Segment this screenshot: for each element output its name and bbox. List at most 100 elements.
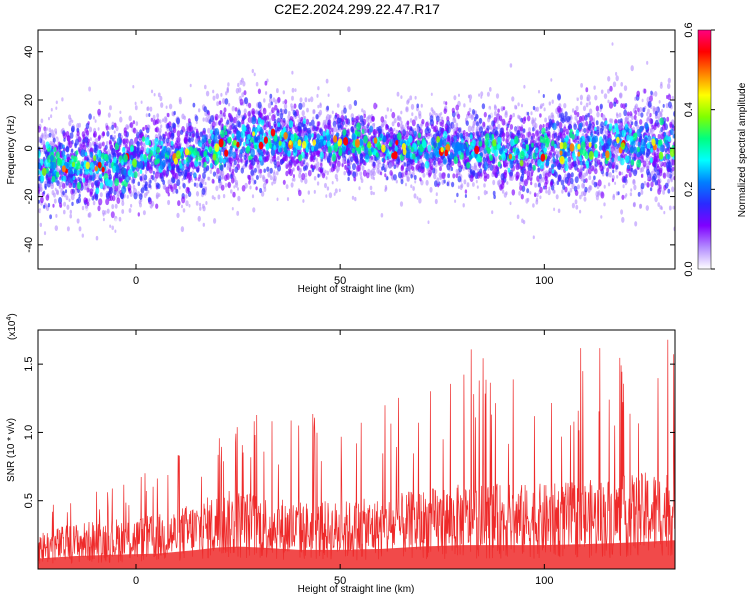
spectrogram-cell <box>204 181 207 186</box>
spectrogram-cell <box>240 167 244 174</box>
spectrogram-cell <box>350 113 354 119</box>
spectrogram-cell <box>211 195 215 200</box>
spectrogram-cell <box>137 171 141 177</box>
spectrogram-cell <box>316 181 320 186</box>
spectrogram-cell <box>176 117 181 125</box>
spectrogram-cell <box>78 226 82 232</box>
spectrogram-cell <box>195 200 199 206</box>
spectrogram-cell <box>146 106 149 111</box>
spectrogram-cell <box>515 163 520 171</box>
spectrogram-cell <box>451 188 454 193</box>
spectrogram-cell <box>230 189 233 194</box>
spectrogram-cell <box>61 97 64 102</box>
spectrogram-cell <box>574 189 579 196</box>
spectrogram-cell <box>145 113 148 118</box>
spectrogram-cell <box>430 92 433 97</box>
spectrogram-cell <box>315 114 319 120</box>
spectrogram-cell <box>603 184 606 189</box>
spectrogram-cell <box>297 119 300 123</box>
spectrogram-cell <box>594 94 598 101</box>
spectrogram-cell <box>607 88 610 94</box>
spectrogram-cell <box>326 186 330 191</box>
spectrogram-cell <box>360 175 363 180</box>
spectrogram-cell <box>456 192 459 198</box>
spectrogram-cell <box>645 205 649 211</box>
spectrogram-cell <box>539 105 542 110</box>
spectrogram-cell <box>352 163 356 171</box>
spectrogram-cell <box>509 201 512 206</box>
spectrogram-cell <box>255 81 259 87</box>
spectrogram-cell <box>182 208 186 213</box>
spectrogram-cell <box>140 100 143 104</box>
spectrogram-cell <box>663 210 666 215</box>
spectrogram-cell <box>600 191 605 199</box>
spectrogram-cell <box>55 106 58 110</box>
spectrogram-cell <box>582 183 585 188</box>
spectrogram-cell <box>476 185 479 189</box>
spectrogram-cell <box>157 92 161 98</box>
spectrogram-cell <box>536 193 539 198</box>
spectrogram-cell <box>376 167 380 174</box>
spectrogram-cell <box>237 157 240 164</box>
spectrogram-cell <box>136 140 140 146</box>
spectrogram-cell <box>109 224 112 228</box>
spectrogram-cell <box>666 116 670 122</box>
spectrogram-cell <box>48 132 52 138</box>
spectrogram-cell <box>469 99 472 103</box>
spectrogram-cell <box>180 92 183 97</box>
spectrogram-cell <box>207 127 211 134</box>
spectrogram-cell <box>143 143 146 149</box>
spectrogram-cell <box>97 127 100 131</box>
spectrogram-cell <box>49 214 52 220</box>
spectrogram-cell <box>267 102 272 109</box>
spectrogram-cell <box>97 108 101 116</box>
spectrogram-cell <box>160 102 164 108</box>
spectrogram-cell <box>437 157 441 164</box>
spectrogram-cell <box>637 111 641 117</box>
spectrogram-cell <box>253 72 256 77</box>
spectrogram-cell <box>483 111 487 118</box>
spectrogram-cell <box>670 178 673 183</box>
spectrogram-cell <box>259 187 263 194</box>
spectrogram-cell <box>151 175 155 181</box>
spectrogram-cell <box>529 191 532 195</box>
spectrogram-cell <box>333 125 337 133</box>
spectrogram-cell <box>123 127 127 133</box>
spectrogram-cell <box>557 208 561 214</box>
spectrogram-cell <box>353 176 357 182</box>
spectrogram-cell <box>527 115 531 122</box>
spectrogram-cell <box>429 186 433 193</box>
spectrogram-cell <box>39 222 42 227</box>
spectrogram-cell <box>393 174 397 181</box>
spectrogram-cell <box>293 177 296 182</box>
spectrogram-cell <box>328 109 332 115</box>
spectrogram-cell <box>268 112 271 117</box>
spectrogram-cell <box>574 199 578 205</box>
spectrogram-cell <box>414 95 417 100</box>
spectrogram-cell <box>515 159 519 164</box>
spectrogram-cell <box>83 197 87 204</box>
spectrogram-cell <box>228 156 232 163</box>
spectrogram-cell <box>486 91 490 97</box>
spectrogram-cell <box>324 182 327 189</box>
spectrogram-cell <box>255 186 258 191</box>
spectrogram-cell <box>259 173 262 179</box>
spectrogram-cell <box>413 193 417 199</box>
spectrogram-cell <box>222 98 226 105</box>
spectrogram-cell <box>71 148 74 153</box>
spectrogram-cell <box>443 179 446 184</box>
spectrogram-cell <box>126 105 130 112</box>
spectrogram-cell <box>571 108 575 113</box>
spectrogram-cell <box>384 173 387 178</box>
spectrogram-cell <box>490 112 493 117</box>
spectrogram-cell <box>495 126 498 131</box>
spectrogram-cell <box>97 205 101 212</box>
spectrogram-cell <box>454 199 457 203</box>
spectrogram-cell <box>178 185 181 190</box>
spectrogram-cell <box>279 112 284 120</box>
spectrogram-cell <box>54 225 58 232</box>
spectrogram-cell <box>233 185 236 189</box>
spectrogram-cell <box>436 81 439 86</box>
spectrogram-cell <box>640 112 644 118</box>
